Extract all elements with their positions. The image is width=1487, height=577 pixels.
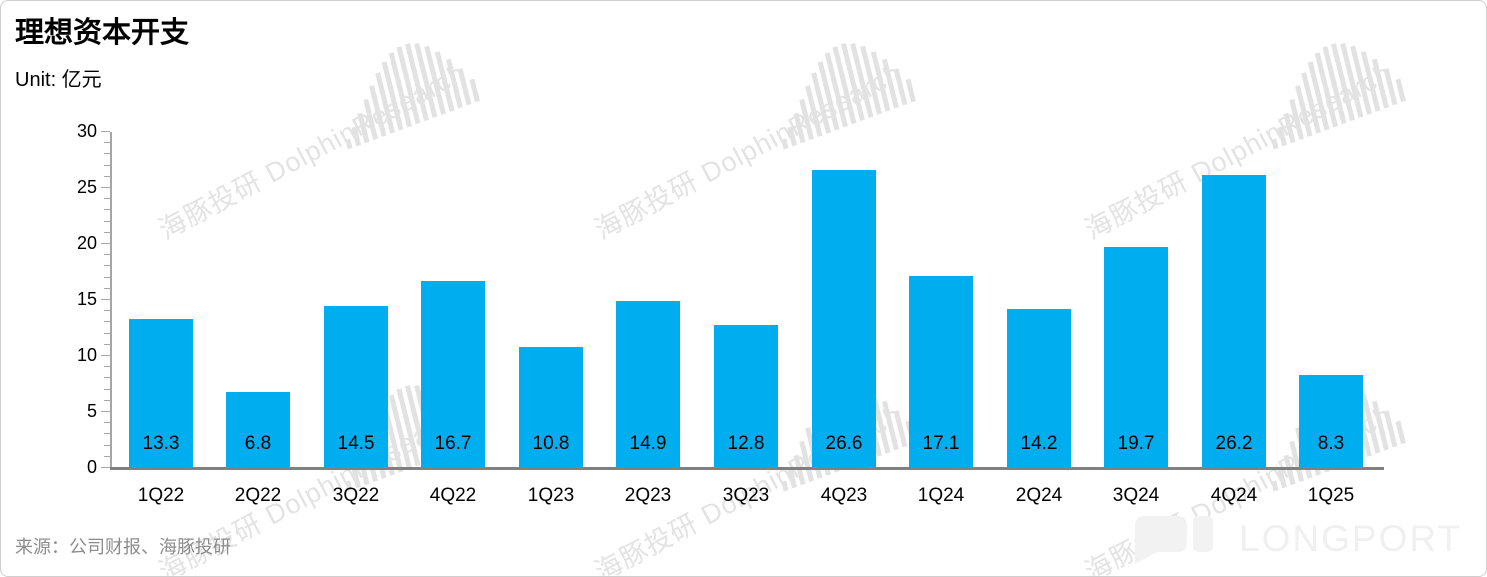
bar-value-label: 19.7 [1117,433,1155,454]
x-axis-category-label: 3Q24 [1112,485,1160,506]
bar [1007,309,1071,468]
x-axis-category-label: 4Q23 [820,485,868,506]
x-axis-category-label: 3Q23 [722,485,770,506]
bar [226,392,290,468]
bar [812,170,876,468]
longport-watermark: LONGPORT [1127,513,1462,565]
bar-value-label: 14.9 [629,433,667,454]
y-axis-minor-tick [104,265,110,267]
y-axis-major-tick [101,355,110,356]
bar-value-label: 17.1 [922,433,960,454]
y-axis-minor-tick [104,153,110,155]
bar-value-label: 10.8 [532,433,570,454]
y-axis-minor-tick [104,310,110,312]
y-axis-line [110,132,112,468]
y-axis-major-tick [101,411,110,412]
y-axis-major-tick [101,467,110,468]
bar-value-label: 26.6 [825,433,863,454]
x-axis-category-label: 1Q23 [527,485,575,506]
bar-value-label: 12.8 [727,433,765,454]
y-axis-minor-tick [104,142,110,144]
bar [1104,247,1168,468]
bar-value-label: 14.2 [1020,433,1058,454]
y-axis-tick-label: 30 [76,121,97,141]
bar [1202,175,1266,468]
x-axis-category-label: 4Q24 [1210,485,1258,506]
y-axis-minor-tick [104,399,110,401]
y-axis-major-tick [101,187,110,188]
y-axis-tick-label: 10 [76,345,97,365]
x-axis-line [110,467,1384,470]
x-axis-category-label: 1Q24 [917,485,965,506]
y-axis-minor-tick [104,276,110,278]
y-axis-minor-tick [104,254,110,256]
x-axis-category-label: 2Q23 [624,485,672,506]
y-axis-minor-tick [104,366,110,368]
bar-value-label: 6.8 [244,433,272,454]
page-title: 理想资本开支 [15,17,190,49]
y-axis-major-tick [101,243,110,244]
y-axis-minor-tick [104,220,110,222]
x-axis-category-label: 1Q22 [137,485,185,506]
y-axis-minor-tick [104,198,110,200]
bar [616,301,680,468]
y-axis-minor-tick [104,343,110,345]
bar-value-label: 14.5 [337,433,375,454]
y-axis-tick-label: 15 [76,289,97,309]
x-axis-category-label: 3Q22 [332,485,380,506]
bar [909,276,973,468]
bar-value-label: 8.3 [1317,433,1345,454]
y-axis-tick-label: 0 [86,457,97,477]
y-axis-minor-tick [104,164,110,166]
bar [129,319,193,468]
y-axis-minor-tick [104,422,110,424]
bar [714,325,778,468]
x-axis-category-label: 1Q25 [1307,485,1355,506]
y-axis-major-tick [101,131,110,132]
y-axis-minor-tick [104,332,110,334]
y-axis-tick-label: 20 [76,233,97,253]
y-axis-minor-tick [104,377,110,379]
y-axis-minor-tick [104,231,110,233]
y-axis-tick-label: 25 [76,177,97,197]
unit-label: Unit: 亿元 [15,69,102,91]
source-note: 来源：公司财报、海豚投研 [15,537,231,557]
bar-value-label: 16.7 [434,433,472,454]
speech-bubble-icon [1135,516,1214,564]
x-axis-category-label: 2Q22 [234,485,282,506]
bar-value-label: 26.2 [1215,433,1253,454]
y-axis-minor-tick [104,444,110,446]
y-axis-minor-tick [104,321,110,323]
y-axis-tick-label: 5 [86,401,97,421]
y-axis-minor-tick [104,175,110,177]
y-axis-minor-tick [104,388,110,390]
x-axis-category-label: 4Q22 [429,485,477,506]
y-axis-major-tick [101,299,110,300]
y-axis-minor-tick [104,433,110,435]
bar [519,347,583,468]
y-axis-minor-tick [104,287,110,289]
bar-value-label: 13.3 [142,433,180,454]
y-axis-minor-tick [104,209,110,211]
y-axis-minor-tick [104,455,110,457]
x-axis-category-label: 2Q24 [1015,485,1063,506]
longport-wordmark: LONGPORT [1239,518,1462,559]
